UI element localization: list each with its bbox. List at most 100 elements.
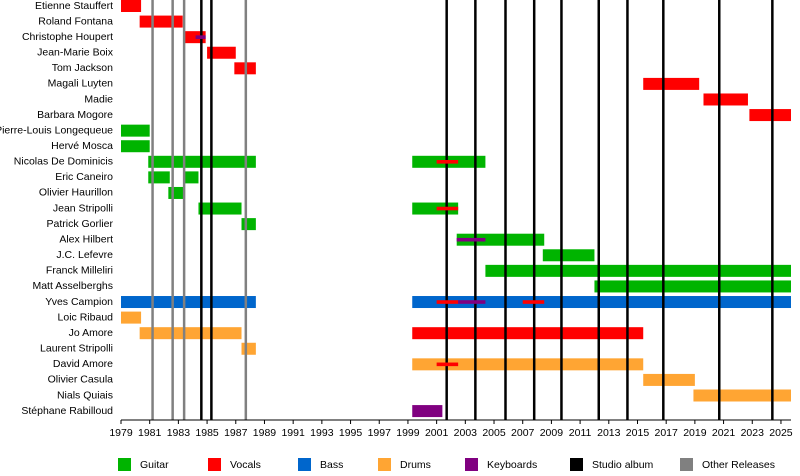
member-bar (184, 171, 199, 184)
legend-label: Bass (320, 459, 343, 471)
member-bar (121, 311, 142, 324)
legend-label: Drums (400, 459, 431, 471)
member-bar (412, 405, 443, 418)
row-label: Matt Asselberghs (32, 280, 113, 292)
row-label: Eric Caneiro (55, 171, 113, 183)
x-tick-label: 2007 (511, 427, 535, 439)
member-bar (643, 77, 700, 90)
x-tick-label: 2009 (540, 427, 564, 439)
row-label: Loic Ribaud (58, 311, 114, 323)
member-bar (485, 264, 791, 277)
legend-swatch (570, 458, 583, 471)
x-tick-label: 2021 (712, 427, 736, 439)
member-bar (139, 15, 183, 28)
member-bar (121, 296, 256, 309)
member-bar (749, 109, 791, 122)
row-label: Tom Jackson (52, 62, 113, 74)
x-tick-label: 2005 (482, 427, 506, 439)
member-bar (241, 342, 256, 355)
member-bar (456, 233, 545, 246)
legend-swatch (465, 458, 478, 471)
row-label: Madie (84, 93, 113, 105)
member-bar (693, 389, 791, 402)
legend-swatch (208, 458, 221, 471)
x-tick-label: 1989 (253, 427, 277, 439)
x-tick-label: 1985 (195, 427, 219, 439)
x-tick-label: 2011 (569, 427, 592, 439)
member-bar-overlay (436, 206, 459, 211)
row-label: Jean Stripolli (53, 202, 113, 214)
member-bar-overlay (458, 300, 486, 304)
row-label: Nicolas De Dominicis (14, 156, 113, 168)
row-label: Pierre-Louis Longequeue (0, 124, 113, 136)
member-bar-overlay (436, 160, 459, 164)
member-bar (703, 93, 748, 106)
row-label: Roland Fontana (38, 15, 113, 27)
member-bar (198, 202, 242, 215)
legend-swatch (298, 458, 311, 471)
x-tick-label: 1991 (281, 427, 305, 439)
row-label: Nials Quiais (57, 389, 113, 401)
row-label: David Amore (53, 358, 113, 370)
member-bar (643, 373, 695, 386)
row-label: Magali Luyten (48, 78, 114, 90)
row-label: Yves Campion (45, 296, 113, 308)
member-bar (241, 218, 256, 231)
x-tick-label: 1997 (368, 427, 392, 439)
x-tick-label: 2003 (454, 427, 478, 439)
legend-label: Guitar (140, 459, 169, 471)
row-label: Olivier Haurillon (39, 187, 113, 199)
row-label: Franck Milleliri (46, 265, 113, 277)
row-label: Alex Hilbert (59, 233, 113, 245)
legend-label: Studio album (592, 459, 654, 471)
member-bar-overlay (436, 300, 459, 304)
x-tick-label: 2019 (683, 427, 707, 439)
legend-swatch (118, 458, 131, 471)
member-bar-overlay (436, 362, 459, 367)
x-tick-label: 1995 (339, 427, 363, 439)
row-label: Christophe Houpert (22, 31, 113, 43)
row-label: Jo Amore (69, 327, 114, 339)
legend-label: Keyboards (487, 459, 537, 471)
row-label: Laurent Stripolli (40, 343, 113, 355)
member-bar (412, 296, 791, 309)
x-tick-label: 2001 (425, 427, 449, 439)
row-label: Olivier Casula (48, 374, 114, 386)
legend-swatch (680, 458, 693, 471)
member-bar (121, 0, 142, 12)
member-bar-overlay (195, 35, 206, 39)
x-tick-label: 1981 (138, 427, 162, 439)
row-label: Jean-Marie Boix (37, 47, 114, 59)
row-label: Stéphane Rabilloud (21, 405, 113, 417)
x-tick-label: 1979 (109, 427, 133, 439)
member-bar-overlay (456, 237, 486, 242)
member-bar (542, 249, 595, 262)
member-bar (594, 280, 791, 293)
member-bar-overlay (522, 300, 545, 304)
member-bar (168, 186, 185, 199)
row-label: J.C. Lefevre (56, 249, 113, 261)
legend-label: Vocals (230, 459, 261, 471)
legend-label: Other Releases (702, 459, 775, 471)
x-tick-label: 1987 (224, 427, 248, 439)
member-bar (207, 46, 236, 59)
row-label: Hervé Mosca (51, 140, 113, 152)
x-tick-label: 2015 (626, 427, 650, 439)
x-tick-label: 2013 (597, 427, 621, 439)
member-bar (412, 327, 644, 340)
x-tick-label: 2023 (741, 427, 765, 439)
member-bar (121, 124, 150, 137)
row-label: Etienne Stauffert (35, 0, 113, 12)
x-tick-label: 2017 (655, 427, 679, 439)
member-bar (412, 358, 644, 371)
x-tick-label: 1999 (396, 427, 420, 439)
member-bar (121, 140, 150, 153)
x-tick-label: 2025 (769, 427, 793, 439)
x-tick-label: 1993 (310, 427, 334, 439)
member-bar (139, 327, 242, 340)
x-tick-label: 1983 (167, 427, 191, 439)
row-label: Patrick Gorlier (46, 218, 113, 230)
legend-swatch (378, 458, 391, 471)
row-label: Barbara Mogore (37, 109, 113, 121)
